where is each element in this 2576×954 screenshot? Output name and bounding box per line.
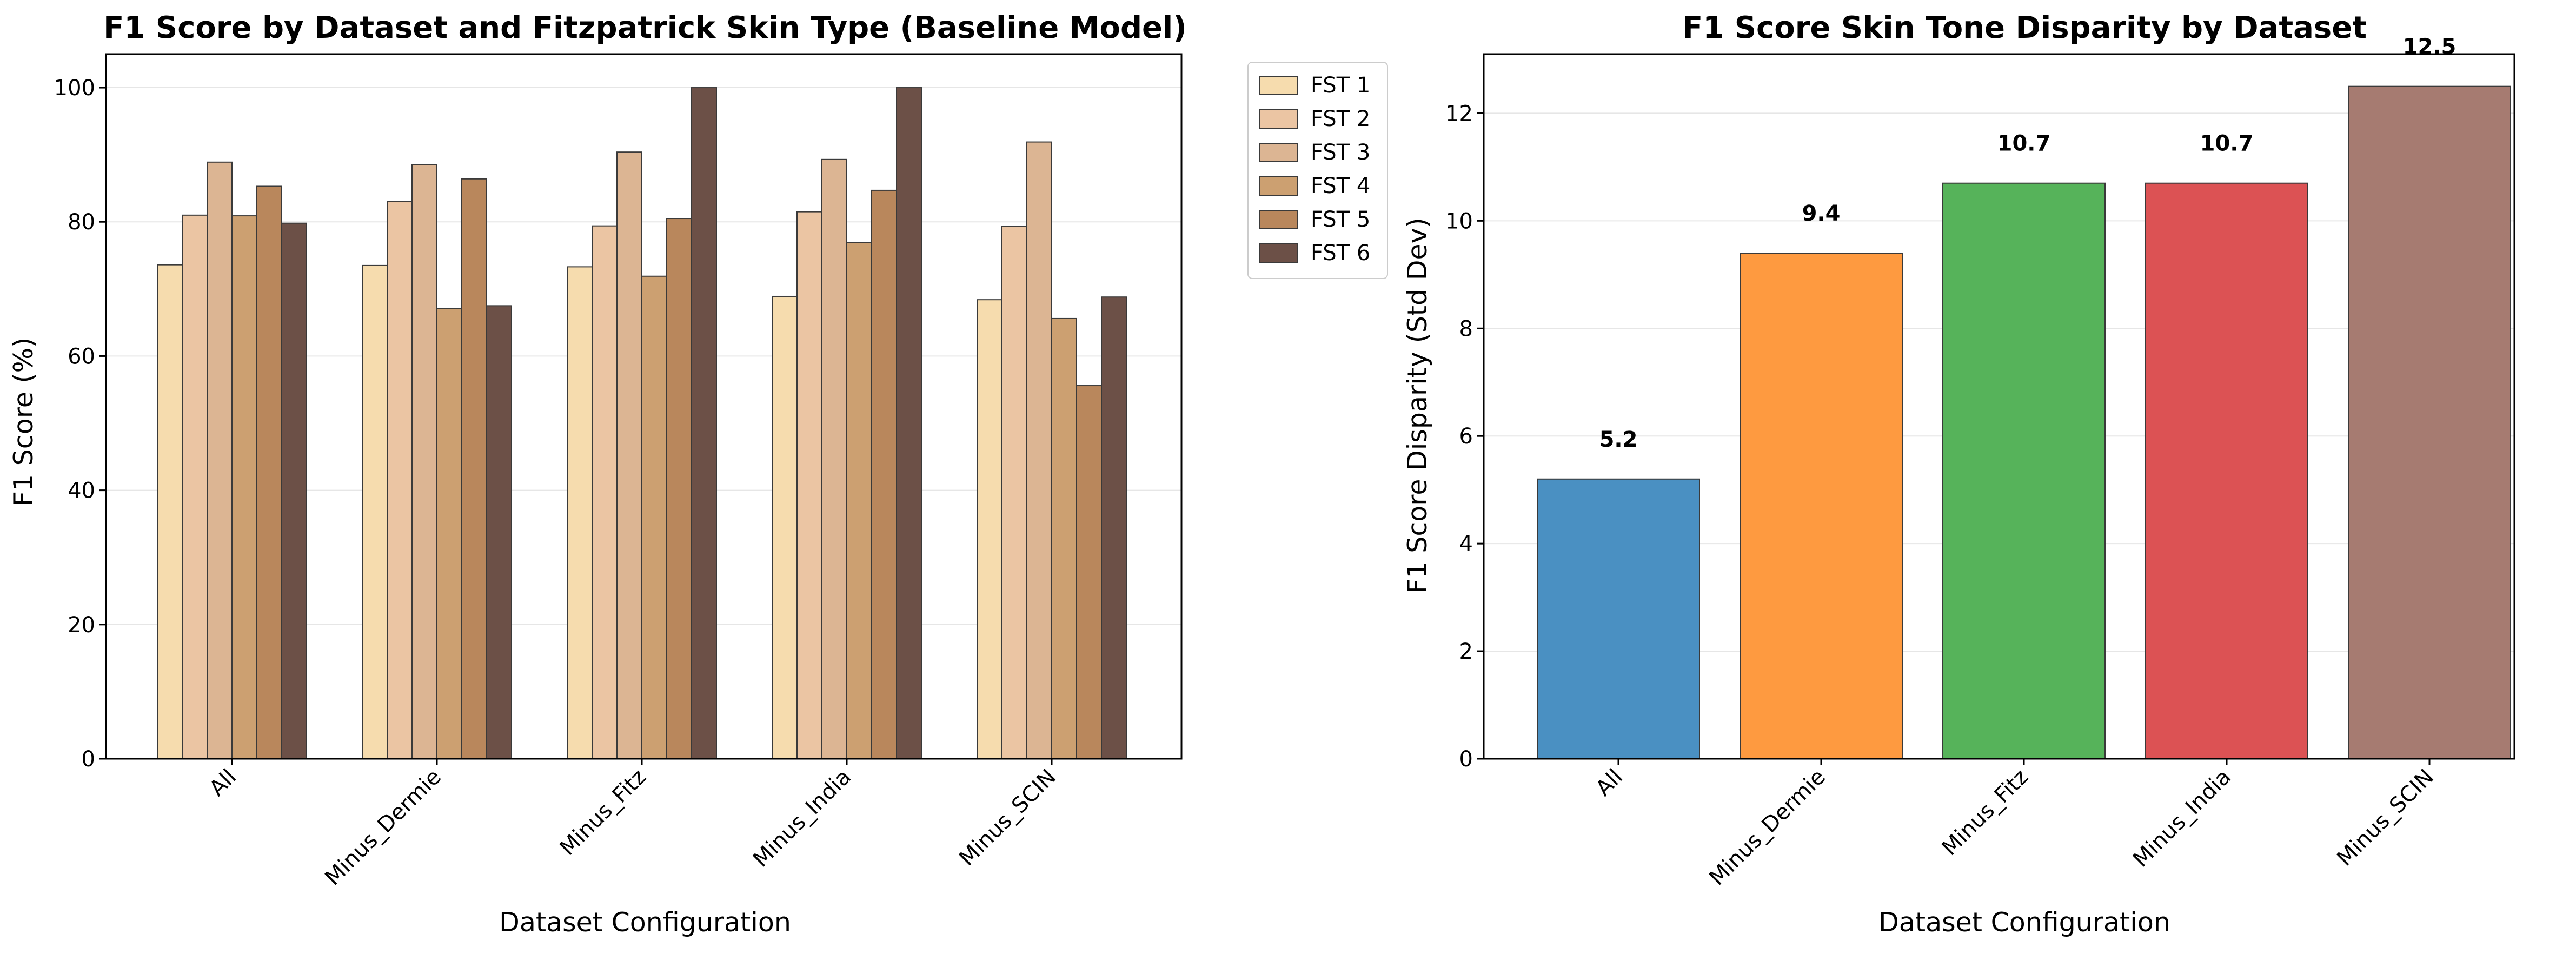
bar-fst-5 xyxy=(461,178,487,759)
data-label: 5.2 xyxy=(1599,427,1638,452)
bar xyxy=(2145,182,2308,760)
y-axis: 0 2 4 6 8 10 12 xyxy=(1445,101,1484,772)
x-tick-label: Minus_India xyxy=(748,765,856,872)
bar xyxy=(1537,478,1700,759)
bar-fst-4 xyxy=(846,242,872,759)
bar-fst-2 xyxy=(1001,226,1027,760)
x-tick-label: All xyxy=(204,765,241,801)
y-tick-label: 2 xyxy=(1459,639,1473,664)
y-tick-label: 12 xyxy=(1445,101,1473,126)
bar-fst-6 xyxy=(1101,296,1127,759)
bar-fst-2 xyxy=(387,201,413,759)
legend-swatch xyxy=(1259,243,1298,263)
y-axis-label: F1 Score (%) xyxy=(8,337,39,507)
x-tick-label: All xyxy=(1591,765,1628,801)
bar-fst-3 xyxy=(616,151,642,759)
bar-fst-1 xyxy=(977,299,1002,759)
legend-swatch xyxy=(1259,76,1298,95)
y-axis-label: F1 Score Disparity (Std Dev) xyxy=(1402,217,1433,593)
legend-swatch xyxy=(1259,143,1298,162)
x-axis: All Minus_Dermie Minus_Fitz Minus_India Minu… xyxy=(204,759,1061,890)
legend-swatch xyxy=(1259,210,1298,229)
legend-swatch xyxy=(1259,176,1298,196)
chart-title: F1 Score by Dataset and Fitzpatrick Skin… xyxy=(103,10,1187,45)
bar-fst-3 xyxy=(411,164,437,759)
bar-fst-1 xyxy=(157,264,183,759)
x-axis-label: Dataset Configuration xyxy=(1878,907,2170,938)
x-tick-label: Minus_SCIN xyxy=(2332,765,2439,871)
x-axis: All Minus_Dermie Minus_Fitz Minus_India Minu… xyxy=(1591,759,2439,890)
y-tick-label: 80 xyxy=(68,210,95,235)
bar-group: 5.2 9.4 10.7 10.7 12.5 xyxy=(1537,35,2511,760)
bar-fst-3 xyxy=(821,158,847,760)
y-tick-label: 20 xyxy=(68,613,95,638)
bar-fst-5 xyxy=(256,186,282,759)
data-label: 12.5 xyxy=(2403,35,2457,59)
x-tick-label: Minus_SCIN xyxy=(954,765,1061,871)
x-tick-label: Minus_Fitz xyxy=(1937,765,2034,861)
bar-fst-4 xyxy=(231,215,257,759)
bar-fst-6 xyxy=(691,87,717,760)
x-tick-label: Minus_Dermie xyxy=(320,765,446,891)
bar xyxy=(2348,85,2511,759)
legend-label: FST 3 xyxy=(1311,140,1370,165)
bar-fst-5 xyxy=(1076,385,1102,759)
legend: FST 1 FST 2 FST 3 FST 4 FST 5 FST 6 xyxy=(1247,62,1388,279)
bar-fst-1 xyxy=(772,295,798,759)
bar-fst-4 xyxy=(436,308,462,759)
bar-fst-6 xyxy=(896,87,922,760)
legend-label: FST 1 xyxy=(1311,73,1370,98)
data-label: 9.4 xyxy=(1802,201,1841,226)
x-tick-label: Minus_Dermie xyxy=(1704,765,1830,891)
chart-title: F1 Score Skin Tone Disparity by Dataset xyxy=(1682,10,2367,45)
y-tick-label: 4 xyxy=(1459,532,1473,556)
legend-label: FST 2 xyxy=(1311,107,1370,131)
bar-fst-4 xyxy=(641,275,667,759)
y-tick-label: 0 xyxy=(82,747,95,772)
y-tick-label: 0 xyxy=(1459,747,1473,772)
bar-fst-1 xyxy=(567,266,593,759)
bar-fst-6 xyxy=(281,222,307,760)
bar-fst-3 xyxy=(207,161,233,759)
y-tick-label: 100 xyxy=(54,76,95,101)
plot-area xyxy=(1483,53,2515,760)
y-tick-label: 6 xyxy=(1459,424,1473,449)
chart-fst-f1: F1 Score by Dataset and Fitzpatrick Skin… xyxy=(8,10,1388,938)
y-tick-label: 40 xyxy=(68,479,95,504)
bar-fst-3 xyxy=(1026,141,1052,759)
x-axis-label: Dataset Configuration xyxy=(499,907,791,938)
chart-disparity: F1 Score Skin Tone Disparity by Dataset … xyxy=(1402,10,2515,938)
x-tick-label: Minus_India xyxy=(2128,765,2236,872)
bar-fst-2 xyxy=(592,225,618,759)
data-label: 10.7 xyxy=(1997,131,2051,156)
x-tick-label: Minus_Fitz xyxy=(555,765,652,861)
legend-label: FST 5 xyxy=(1311,207,1370,232)
legend-label: FST 6 xyxy=(1311,241,1370,266)
bar-fst-1 xyxy=(362,264,388,759)
bar-fst-4 xyxy=(1051,317,1077,759)
y-tick-label: 60 xyxy=(68,344,95,369)
y-tick-label: 8 xyxy=(1459,316,1473,341)
bar-fst-5 xyxy=(871,189,897,759)
bar xyxy=(1942,182,2106,760)
plot-area xyxy=(105,53,1183,760)
bar-group xyxy=(157,87,1127,760)
y-tick-label: 10 xyxy=(1445,209,1473,234)
bar-fst-5 xyxy=(666,218,692,759)
legend-label: FST 4 xyxy=(1311,174,1370,198)
data-label: 10.7 xyxy=(2200,131,2254,156)
bar-fst-6 xyxy=(486,305,512,759)
bar-fst-2 xyxy=(182,214,208,760)
y-axis: 0 20 40 60 80 100 xyxy=(54,76,106,772)
legend-swatch xyxy=(1259,109,1298,129)
bar xyxy=(1740,253,1903,759)
bar-fst-2 xyxy=(796,211,822,760)
